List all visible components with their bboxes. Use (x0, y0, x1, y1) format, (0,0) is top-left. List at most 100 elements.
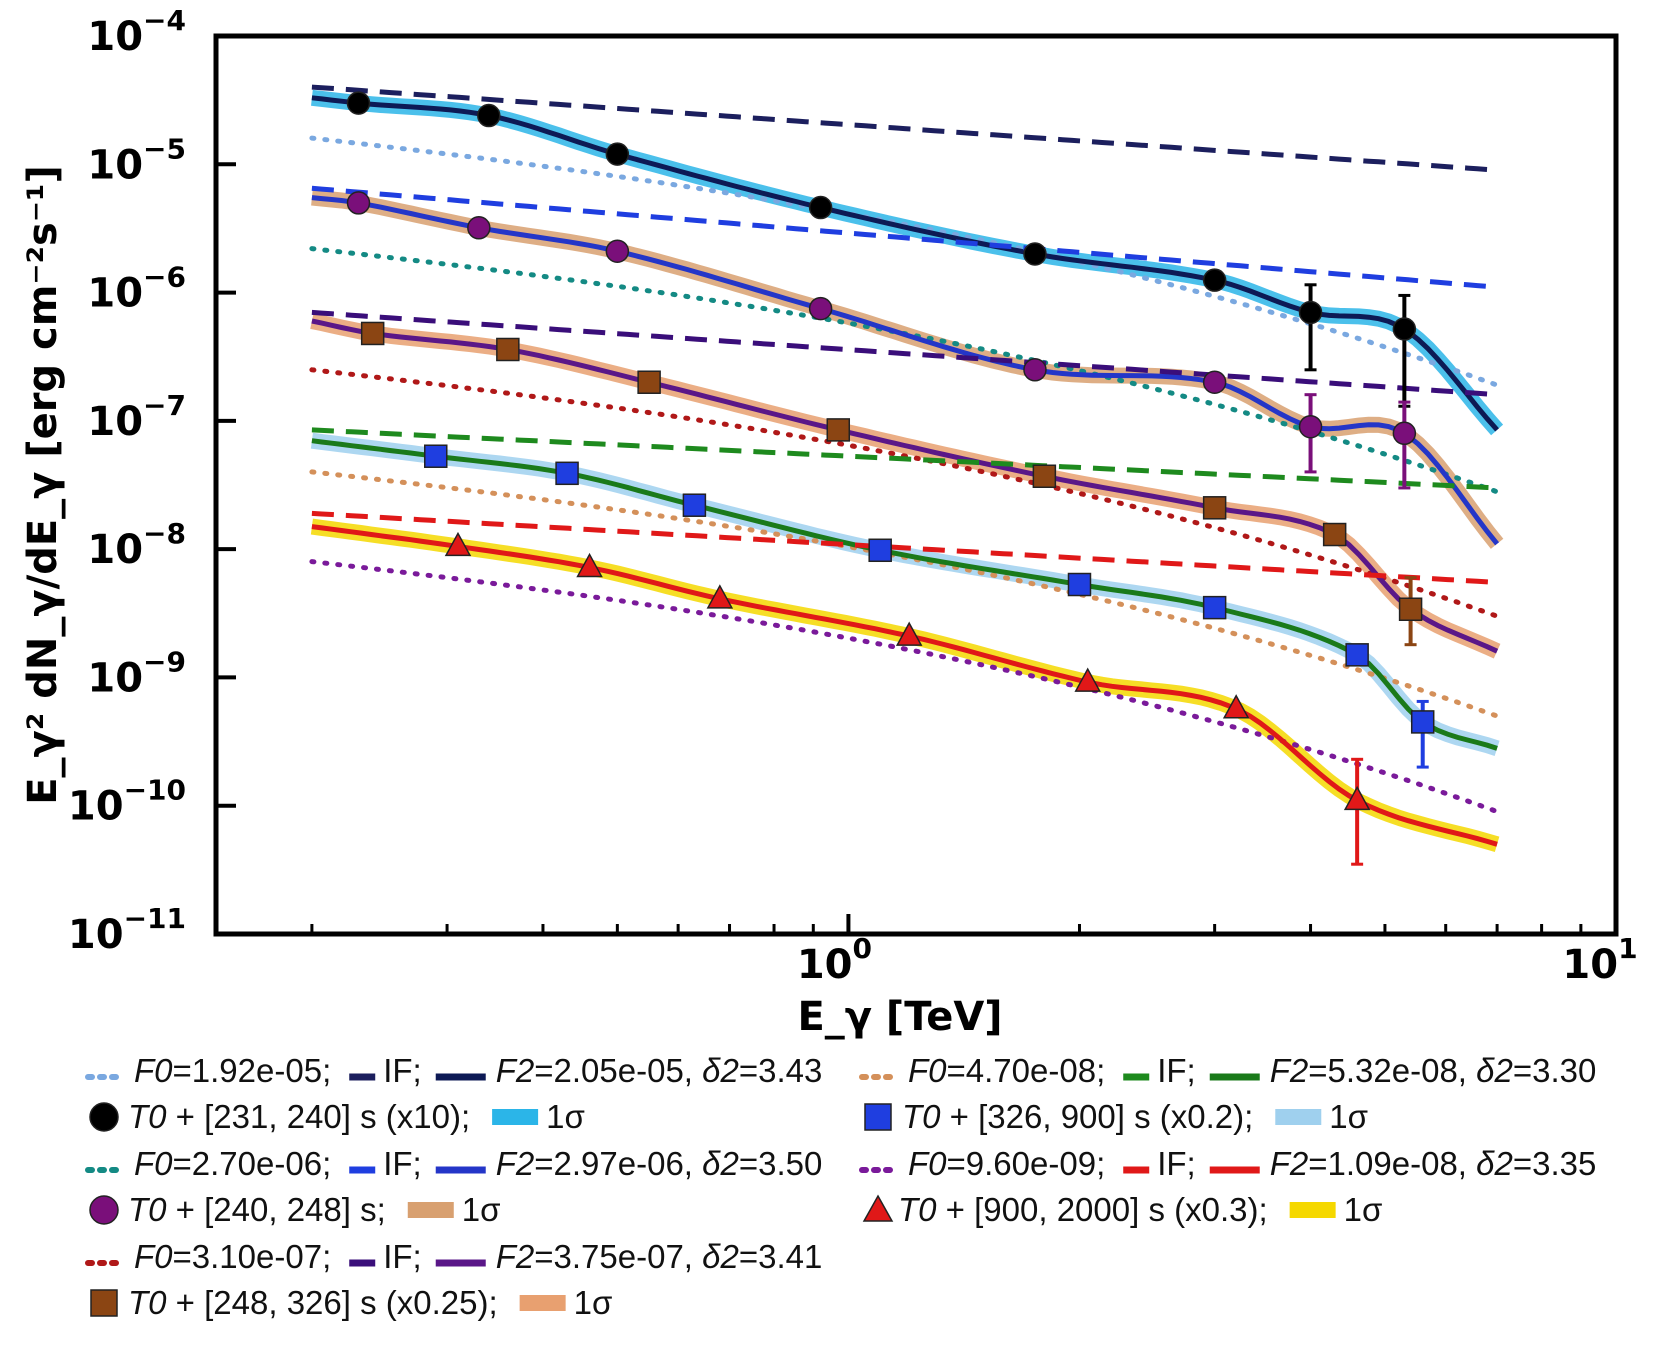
y-tick-label-3: 10−7 (87, 389, 186, 445)
legend-c1-0: F0=3.10e-07; (85, 1238, 331, 1275)
dotted-line-series-5 (309, 559, 1500, 815)
point-s2-p7 (1298, 414, 1323, 439)
point-s1-p3 (605, 142, 630, 166)
legend-a2-1-label: 1σ (546, 1098, 585, 1135)
legend-d2-0-label: T0 + [326, 900] s (x0.2); (902, 1098, 1253, 1135)
x-tick-label-1: 101 (1562, 932, 1637, 988)
point-s4-p3 (682, 493, 707, 517)
legend-e2-1: 1σ (1289, 1191, 1383, 1228)
legend-d2-0-swatch (864, 1103, 892, 1131)
point-s3-p7 (1322, 522, 1347, 547)
y-tick-label-4: 10−8 (87, 517, 186, 573)
y-tick-label-1: 10−5 (87, 132, 186, 188)
point-s3-p2 (496, 337, 520, 362)
legend-e1-1: IF; (1123, 1145, 1196, 1182)
legend-e1-2: F2=1.09e-08, δ2=3.35 (1209, 1145, 1597, 1182)
if-line-series-1 (311, 84, 1498, 173)
legend-b2-0-swatch (89, 1195, 119, 1225)
point-s4-p1 (424, 444, 448, 468)
legend-c1-0-label: F0=3.10e-07; (134, 1238, 331, 1275)
point-s3-p4 (826, 418, 851, 442)
point-s1-p1 (346, 91, 371, 115)
band-series-5 (310, 518, 1500, 852)
legend-d2-1-label: 1σ (1329, 1098, 1368, 1135)
point-s3-p6 (1202, 496, 1227, 520)
legend-e2-0-label: T0 + [900, 2000] s (x0.3); (898, 1191, 1268, 1228)
point-s5-p7 (1343, 785, 1371, 811)
point-s3-p8 (1398, 597, 1423, 621)
legend-c1-2-label: F2=3.75e-07, δ2=3.41 (496, 1238, 823, 1275)
legend-b1-2: F2=2.97e-06, δ2=3.50 (435, 1145, 823, 1182)
y-tick-label-6: 10−10 (68, 774, 186, 830)
legend-a1-2: F2=2.05e-05, δ2=3.43 (435, 1052, 823, 1089)
y-tick-label-5: 10−9 (87, 645, 186, 701)
x-axis-label: E_γ [TeV] (797, 994, 1002, 1040)
legend-a1-1-label: IF; (383, 1052, 422, 1089)
x-tick-label-0: 100 (797, 932, 872, 988)
legend-e1-0: F0=9.60e-09; (859, 1145, 1105, 1182)
point-s3-p1 (360, 321, 385, 346)
legend-d1-2: F2=5.32e-08, δ2=3.30 (1209, 1052, 1597, 1089)
point-s5-p3 (706, 584, 734, 609)
dotted-line-series-3 (309, 367, 1500, 619)
point-s2-p4 (808, 296, 833, 321)
y-tick-label-2: 10−6 (87, 261, 186, 317)
legend-a1-0: F0=1.92e-05; (85, 1052, 331, 1089)
fit-line-series-3 (311, 318, 1499, 654)
legend-a2-0: T0 + [231, 240] s (x10); (89, 1098, 470, 1135)
legend-e1-2-label: F2=1.09e-08, δ2=3.35 (1270, 1145, 1597, 1182)
legend-c1-2: F2=3.75e-07, δ2=3.41 (435, 1238, 823, 1275)
if-line-series-5 (311, 510, 1498, 585)
legend-d1-1: IF; (1123, 1052, 1196, 1089)
point-s1-p8 (1392, 317, 1417, 341)
legend-a2-1: 1σ (492, 1098, 585, 1135)
legend-b1-1: IF; (349, 1145, 422, 1182)
legend-b2-1-swatch (407, 1202, 454, 1218)
legend-d2-1-swatch (1275, 1109, 1322, 1125)
point-s5-p5 (1074, 667, 1101, 692)
legend-a1-0-label: F0=1.92e-05; (134, 1052, 331, 1089)
legend-e1-1-label: IF; (1157, 1145, 1196, 1182)
legend-a2-0-swatch (89, 1102, 119, 1132)
point-s5-p2 (576, 552, 603, 578)
dotted-line-series-4 (309, 469, 1500, 719)
legend-d2-1: 1σ (1275, 1098, 1368, 1135)
legend-b2-1-label: 1σ (462, 1191, 501, 1228)
point-s2-p5 (1023, 358, 1047, 382)
point-s2-p8 (1392, 421, 1417, 446)
legend-b1-0: F0=2.70e-06; (85, 1145, 331, 1182)
point-s4-p7 (1345, 643, 1369, 667)
point-s3-p5 (1032, 464, 1057, 489)
legend-b2-0-label: T0 + [240, 248] s; (128, 1191, 386, 1228)
legend-d1-0: F0=4.70e-08; (859, 1052, 1105, 1089)
legend-d1-0-label: F0=4.70e-08; (908, 1052, 1105, 1089)
fit-line-series-5 (311, 524, 1498, 847)
band-series-3 (310, 313, 1501, 659)
if-line-series-4 (311, 427, 1498, 491)
band-series-2 (311, 189, 1504, 549)
fit-line-series-1 (311, 95, 1499, 432)
legend-a1-2-label: F2=2.05e-05, δ2=3.43 (496, 1052, 823, 1089)
legend-b2-0: T0 + [240, 248] s; (89, 1191, 386, 1228)
legend-e2-0: T0 + [900, 2000] s (x0.3); (862, 1191, 1268, 1228)
legend-b2-1: 1σ (407, 1191, 501, 1228)
point-s1-p6 (1202, 268, 1227, 292)
point-s5-p6 (1222, 694, 1250, 719)
legend-b1-2-label: F2=2.97e-06, δ2=3.50 (496, 1145, 823, 1182)
legend-b1-0-label: F0=2.70e-06; (134, 1145, 331, 1182)
point-s4-p4 (868, 538, 892, 563)
point-s2-p3 (605, 239, 630, 263)
point-s4-p6 (1202, 595, 1227, 620)
data-points (346, 91, 1435, 866)
legend-a2-0-label: T0 + [231, 240] s (x10); (128, 1098, 470, 1135)
legend-c2-0-label: T0 + [248, 326] s (x0.25); (128, 1284, 498, 1321)
legend-d1-2-label: F2=5.32e-08, δ2=3.30 (1270, 1052, 1597, 1089)
if-line-series-2 (311, 185, 1498, 290)
legend-e2-1-label: 1σ (1344, 1191, 1383, 1228)
legend-d1-1-label: IF; (1157, 1052, 1196, 1089)
legend-e1-0-label: F0=9.60e-09; (908, 1145, 1105, 1182)
axis-ticks: 10−4 10−5 10−6 10−7 10−8 10−9 10−10 10−11 100 101… (20, 4, 1638, 1040)
point-s5-p4 (895, 621, 923, 646)
y-tick-label-0: 10−4 (87, 4, 186, 60)
